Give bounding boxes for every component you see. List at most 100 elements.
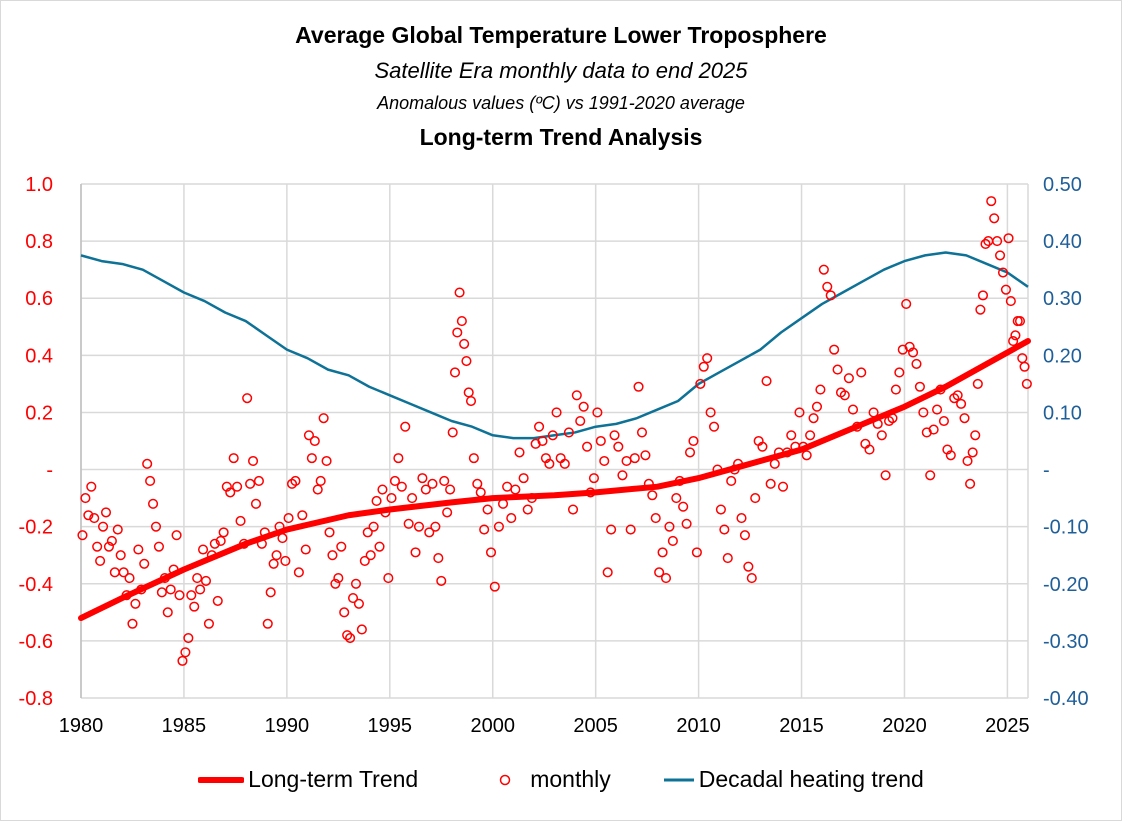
monthly-point (633, 381, 644, 392)
monthly-point (280, 555, 291, 566)
legend-trend-label: Long-term Trend (248, 766, 419, 792)
monthly-point (537, 435, 548, 447)
y-tick-right: 0.10 (1043, 402, 1082, 424)
monthly-point (153, 541, 164, 552)
legend-item-trend: Long-term Trend (198, 766, 418, 793)
monthly-point (156, 587, 167, 598)
monthly-point (203, 618, 214, 629)
x-tick-label: 2005 (573, 715, 618, 737)
monthly-point (1003, 233, 1014, 244)
monthly-point (582, 441, 593, 452)
monthly-point (439, 475, 450, 487)
legend-monthly-label: monthly (530, 766, 611, 792)
monthly-point (150, 521, 162, 532)
monthly-point (938, 415, 949, 427)
monthly-point (510, 484, 521, 495)
monthly-point (502, 481, 513, 492)
monthly-point (654, 567, 665, 578)
monthly-point (681, 518, 692, 529)
monthly-point (413, 521, 425, 532)
monthly-point (832, 364, 843, 375)
monthly-point (192, 573, 203, 584)
monthly-point (420, 484, 431, 495)
monthly-point (908, 347, 919, 358)
y-tick-right: -0.40 (1043, 688, 1089, 710)
legend: Long-term Trend monthly Decadal heating … (0, 766, 1122, 793)
monthly-point (456, 316, 467, 327)
monthly-point (290, 475, 301, 487)
monthly-point (300, 544, 311, 555)
monthly-point (407, 493, 418, 504)
monthly-point (625, 524, 636, 535)
monthly-point (493, 521, 504, 532)
monthly-point (177, 655, 188, 666)
monthly-point (198, 544, 209, 555)
monthly-point (442, 507, 453, 518)
monthly-point (715, 504, 726, 515)
monthly-point (489, 581, 500, 592)
decadal-trend-line (80, 251, 1029, 440)
monthly-point (283, 513, 294, 524)
monthly-point (746, 573, 757, 584)
monthly-point (463, 387, 474, 398)
monthly-point (393, 453, 404, 464)
monthly-point (347, 593, 359, 604)
monthly-point (139, 558, 150, 569)
monthly-point (514, 447, 525, 458)
x-tick-label: 2025 (985, 715, 1030, 737)
monthly-point (449, 367, 461, 378)
monthly-point (268, 558, 279, 569)
monthly-point (336, 541, 347, 552)
monthly-point (417, 473, 428, 484)
monthly-point (617, 470, 628, 481)
monthly-point (1019, 361, 1030, 372)
monthly-point (559, 458, 570, 469)
monthly-point (228, 453, 239, 464)
monthly-point (235, 515, 246, 527)
monthly-point (671, 493, 682, 504)
monthly-point (410, 547, 421, 558)
monthly-point (362, 527, 373, 538)
monthly-point (815, 384, 826, 395)
monthly-point (722, 553, 733, 564)
monthly-point (928, 424, 939, 435)
monthly-point (518, 473, 529, 484)
monthly-point (98, 521, 109, 532)
y-tick-right: 0.30 (1043, 288, 1082, 310)
monthly-point (629, 453, 640, 464)
monthly-point (847, 404, 859, 415)
monthly-point (109, 567, 120, 578)
monthly-point (242, 393, 253, 404)
monthly-point (945, 450, 956, 461)
x-tick-label: 1995 (368, 715, 413, 737)
y-tick-right: 0.40 (1043, 231, 1082, 253)
monthly-point (148, 498, 159, 509)
monthly-point (103, 541, 114, 552)
monthly-point (245, 478, 256, 489)
monthly-point (952, 390, 963, 401)
legend-decadal-label: Decadal heating trend (698, 766, 924, 792)
y-tick-left: 0.4 (25, 345, 53, 367)
monthly-point (592, 407, 603, 418)
monthly-point (454, 287, 465, 298)
monthly-point (805, 430, 816, 441)
monthly-point (186, 590, 197, 601)
monthly-point (262, 618, 273, 629)
monthly-point (602, 567, 613, 578)
monthly-point (708, 421, 720, 432)
monthly-point (482, 504, 493, 515)
monthly-point (839, 390, 850, 401)
y-tick-right: 0.20 (1043, 345, 1082, 367)
x-tick-label: 1990 (265, 715, 310, 737)
x-tick-label: 2020 (882, 715, 927, 737)
monthly-point (303, 430, 314, 441)
monthly-point (894, 367, 905, 378)
monthly-point (609, 430, 620, 441)
monthly-point (980, 238, 991, 250)
monthly-point (174, 590, 185, 601)
monthly-point (684, 447, 696, 458)
monthly-point (551, 407, 562, 418)
x-tick-label: 1985 (162, 715, 207, 737)
monthly-point (986, 196, 997, 207)
monthly-point (445, 484, 456, 495)
